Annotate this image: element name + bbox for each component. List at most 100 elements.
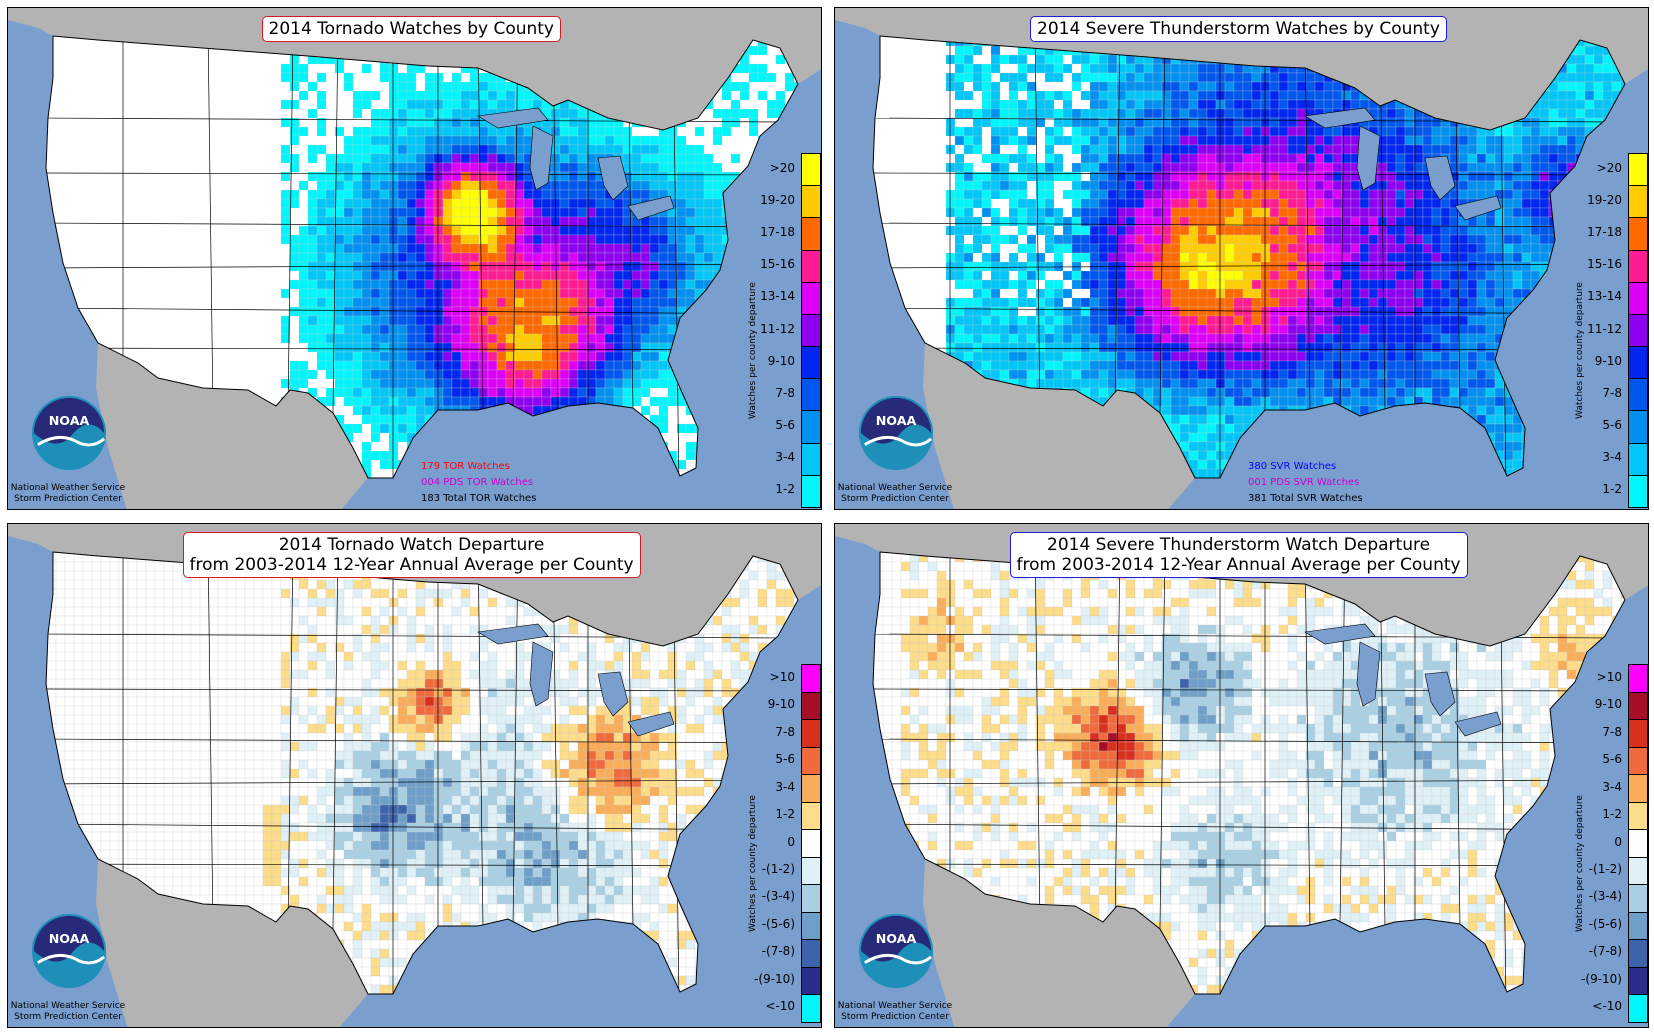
- credit-line: National Weather Service: [10, 1001, 126, 1011]
- agency-credit: National Weather Service Storm Prediction…: [835, 1001, 955, 1023]
- legend-swatch: [802, 939, 820, 967]
- legend-label: >20: [769, 161, 795, 176]
- noaa-logo-text: NOAA: [876, 931, 917, 946]
- legend-axis-label: Watches per county departure: [1575, 794, 1585, 932]
- legend-label: <-10: [1592, 999, 1622, 1014]
- color-legend: [1628, 153, 1648, 508]
- map-panel-tor: 2014 Tornado Watches by County 1-2 3-4 5-6 7…: [7, 7, 822, 510]
- legend-label: -(9-10): [754, 971, 795, 986]
- legend-label: -(5-6): [1588, 916, 1622, 931]
- legend-swatch: [802, 153, 820, 186]
- legend-swatch: [802, 966, 820, 995]
- map-title-line: 2014 Severe Thunderstorm Watches by Coun…: [1037, 19, 1440, 39]
- map-title: 2014 Severe Thunderstorm Watch Departure…: [1009, 532, 1468, 578]
- watch-count-stats: 179 TOR Watches 004 PDS TOR Watches 183 To…: [421, 459, 536, 507]
- legend-swatch: [802, 829, 820, 857]
- agency-credit: National Weather Service Storm Prediction…: [8, 483, 128, 505]
- legend-label: -(3-4): [761, 889, 795, 904]
- legend-label: -(9-10): [1581, 971, 1622, 986]
- map-title: 2014 Tornado Watches by County: [261, 16, 561, 42]
- legend-label: 0: [1614, 834, 1622, 849]
- us-county-map: [835, 524, 1648, 1027]
- credit-line: Storm Prediction Center: [841, 1012, 949, 1022]
- us-county-map: [835, 8, 1648, 509]
- legend-swatch: [1629, 378, 1647, 411]
- legend-label: 1-2: [775, 807, 795, 822]
- legend-swatch: [1629, 911, 1647, 940]
- legend-label: 7-8: [775, 724, 795, 739]
- legend-label: 13-14: [760, 289, 795, 304]
- noaa-logo-text: NOAA: [49, 413, 90, 428]
- legend-label: 0: [787, 834, 795, 849]
- agency-credit: National Weather Service Storm Prediction…: [835, 483, 955, 505]
- legend-swatch: [1629, 939, 1647, 967]
- legend-label: 1-2: [775, 481, 795, 496]
- us-county-map: [8, 8, 821, 509]
- legend-swatch: [1629, 774, 1647, 802]
- legend-label: 9-10: [1594, 697, 1622, 712]
- legend-swatch: [1629, 217, 1647, 250]
- legend-swatch: [1629, 746, 1647, 775]
- map-title: 2014 Tornado Watch Departure from 2003-20…: [182, 532, 641, 578]
- legend-label: 7-8: [1602, 724, 1622, 739]
- legend-label: 1-2: [1602, 481, 1622, 496]
- canada-land: [8, 8, 821, 130]
- agency-credit: National Weather Service Storm Prediction…: [8, 1001, 128, 1023]
- legend-swatch: [802, 856, 820, 885]
- legend-axis-label: Watches per county departure: [1575, 281, 1585, 419]
- legend-swatch: [802, 410, 820, 443]
- legend-swatch: [1629, 829, 1647, 857]
- noaa-logo-text: NOAA: [49, 931, 90, 946]
- legend-swatch: [802, 774, 820, 802]
- legend-swatch: [1629, 994, 1647, 1022]
- legend-swatch: [1629, 801, 1647, 830]
- legend-swatch: [802, 378, 820, 411]
- credit-line: Storm Prediction Center: [841, 494, 949, 504]
- legend-label: >20: [1596, 161, 1622, 176]
- legend-swatch: [1629, 281, 1647, 314]
- us-county-map: [8, 524, 821, 1027]
- map-panel-svr: 2014 Severe Thunderstorm Watches by Coun…: [834, 7, 1649, 510]
- legend-label: 3-4: [1602, 779, 1622, 794]
- map-title: 2014 Severe Thunderstorm Watches by Coun…: [1030, 16, 1447, 42]
- legend-swatch: [802, 746, 820, 775]
- legend-swatch: [802, 313, 820, 347]
- legend-swatch: [1629, 313, 1647, 347]
- legend-label: 1-2: [1602, 807, 1622, 822]
- watch-count-line: 004 PDS TOR Watches: [421, 477, 534, 488]
- credit-line: Storm Prediction Center: [14, 494, 122, 504]
- legend-swatch: [1629, 691, 1647, 720]
- legend-label: 17-18: [1587, 225, 1622, 240]
- legend-label: 11-12: [760, 321, 795, 336]
- state-boundaries: [873, 552, 1616, 994]
- map-panel-svrdep: 2014 Severe Thunderstorm Watch Departure…: [834, 523, 1649, 1028]
- legend-swatch: [802, 665, 820, 692]
- legend-swatch: [802, 691, 820, 720]
- legend-swatch: [802, 442, 820, 475]
- legend-swatch: [1629, 410, 1647, 443]
- legend-swatch: [802, 719, 820, 747]
- color-legend: [1628, 664, 1648, 1023]
- legend-swatch: [802, 249, 820, 282]
- map-title-line: 2014 Tornado Watch Departure: [278, 535, 545, 555]
- legend-label: 19-20: [1587, 193, 1622, 208]
- legend-label: 9-10: [767, 353, 795, 368]
- watch-count-line: 001 PDS SVR Watches: [1248, 477, 1360, 488]
- mexico-land: [923, 343, 1195, 509]
- legend-swatch: [1629, 442, 1647, 475]
- legend-label: -(1-2): [761, 861, 795, 876]
- legend-label: 9-10: [1594, 353, 1622, 368]
- legend-label: -(1-2): [1588, 861, 1622, 876]
- legend-label: >10: [1596, 669, 1622, 684]
- legend-label: 3-4: [1602, 449, 1622, 464]
- legend-label: 5-6: [775, 417, 795, 432]
- noaa-logo-icon: NOAA: [31, 913, 107, 989]
- legend-swatch: [1629, 474, 1647, 507]
- legend-swatch: [802, 911, 820, 940]
- legend-label: 7-8: [1602, 385, 1622, 400]
- legend-swatch: [1629, 884, 1647, 912]
- mexico-land: [923, 859, 1195, 1027]
- noaa-logo-icon: NOAA: [31, 395, 107, 471]
- map-panel-tordep: 2014 Tornado Watch Departure from 2003-20…: [7, 523, 822, 1028]
